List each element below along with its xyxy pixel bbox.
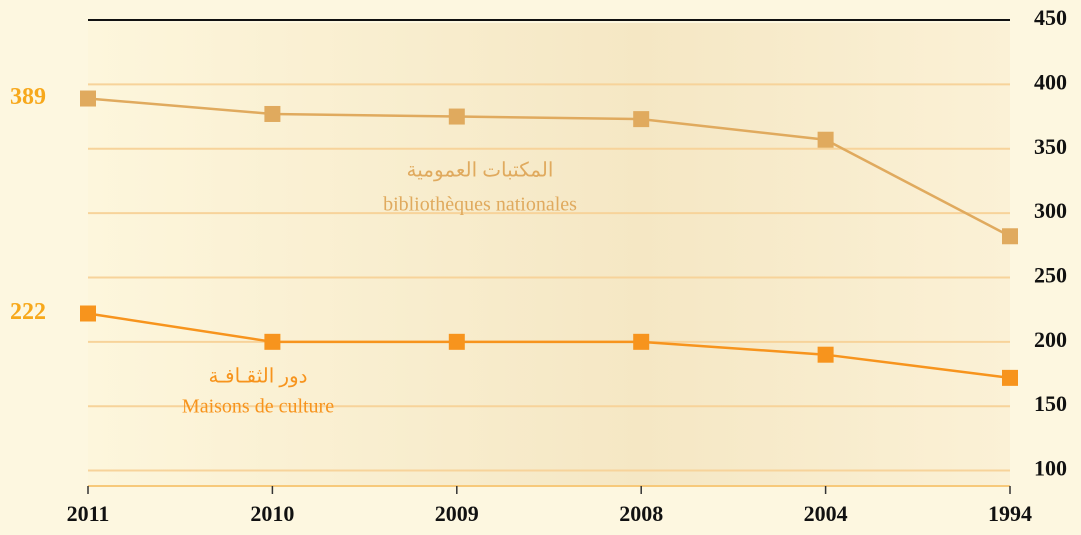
y-tick-label: 200 — [1034, 327, 1067, 352]
point — [264, 105, 281, 122]
x-tick-label: 2009 — [435, 501, 479, 526]
y-tick-label: 300 — [1034, 198, 1067, 223]
point — [448, 333, 465, 350]
point — [80, 90, 96, 107]
y-tick-label: 100 — [1034, 456, 1067, 481]
y-tick-label: 450 — [1034, 5, 1067, 30]
x-tick-label: 2004 — [804, 501, 848, 526]
y-tick-label: 250 — [1034, 263, 1067, 288]
legend-label-ar: المكتبات العمومية — [407, 160, 554, 182]
point — [633, 111, 650, 128]
y-tick-label: 350 — [1034, 134, 1067, 159]
point — [817, 131, 834, 148]
point — [633, 333, 650, 350]
series-line — [87, 312, 1011, 380]
x-tick-label: 2011 — [67, 501, 110, 526]
point — [448, 108, 465, 125]
point — [264, 333, 281, 350]
plot-background — [88, 23, 1010, 486]
point — [1002, 369, 1018, 386]
value-label: 222 — [10, 299, 46, 325]
y-tick-label: 150 — [1034, 391, 1067, 416]
value-label: 389 — [10, 84, 46, 110]
legend-label-ar: دور الثقـافـة — [208, 366, 307, 388]
series-line — [87, 97, 1011, 238]
y-tick-label: 400 — [1034, 69, 1067, 94]
x-tick-label: 2008 — [619, 501, 663, 526]
legend-label: Maisons de culture — [182, 396, 334, 418]
point — [1002, 228, 1018, 245]
legend-label: bibliothèques nationales — [383, 194, 577, 216]
x-tick-label: 1994 — [988, 501, 1032, 526]
point — [80, 305, 96, 322]
point — [817, 346, 834, 363]
x-tick-label: 2010 — [250, 501, 294, 526]
